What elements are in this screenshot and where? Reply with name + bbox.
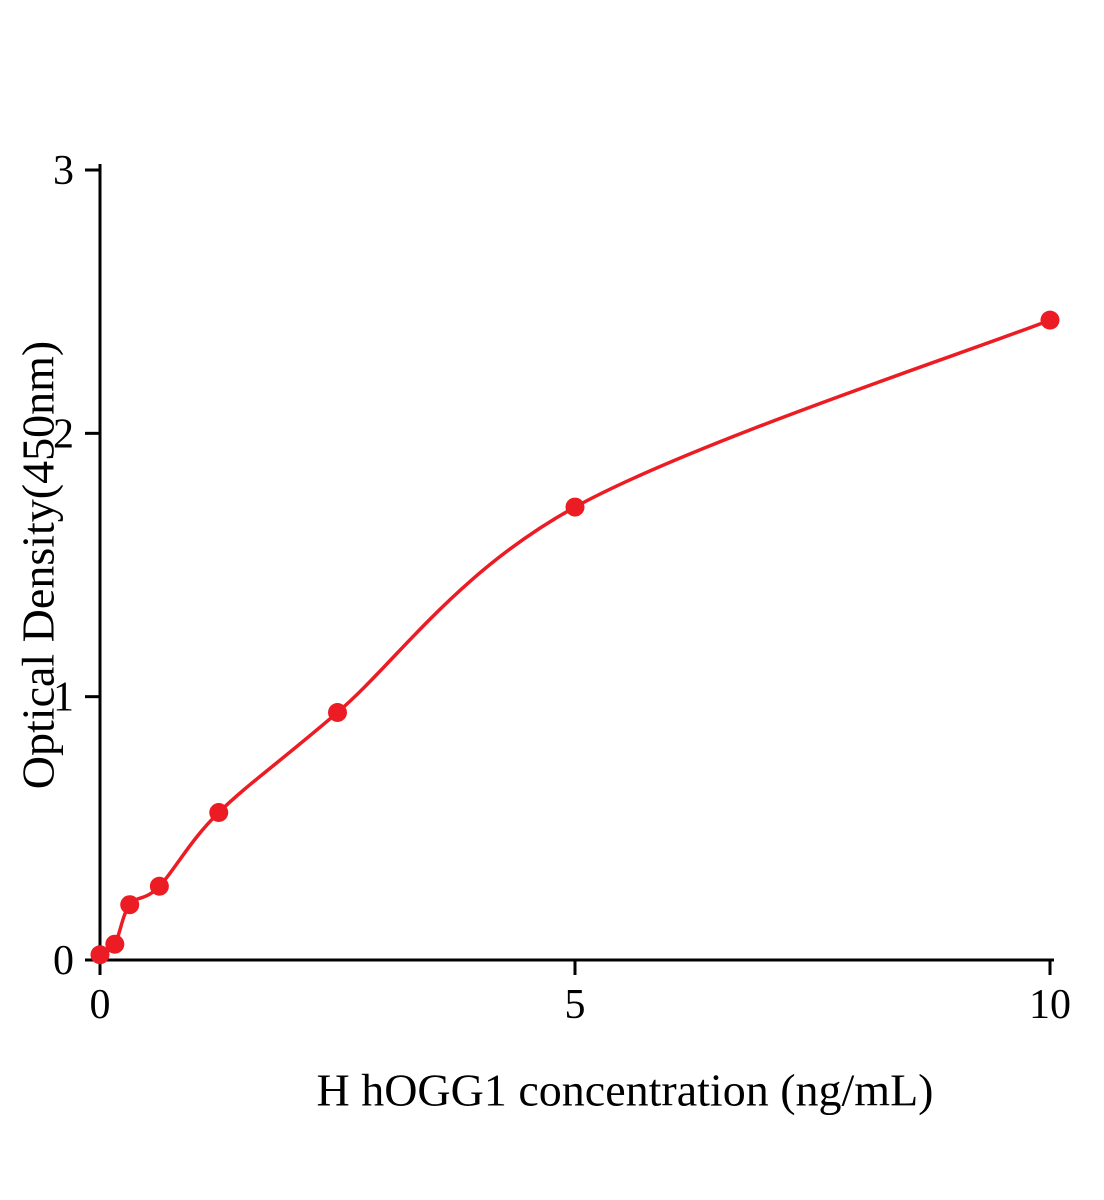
y-axis-title: Optical Density(450nm) [12,340,64,790]
x-tick-label: 10 [1029,982,1071,1028]
data-point [90,945,110,965]
data-point [120,895,140,915]
data-point [328,702,347,722]
x-axis-title: H hOGG1 concentration (ng/mL) [316,1064,934,1116]
y-tick-label: 1 [53,675,74,721]
y-tick-label: 3 [53,148,74,194]
data-point [1040,310,1060,330]
y-tick-label: 2 [53,411,74,457]
x-tick-label: 0 [90,982,111,1028]
data-point [105,934,125,954]
data-point [209,803,229,823]
y-tick-label: 0 [53,938,74,984]
x-tick-label: 5 [565,982,586,1028]
data-point [565,497,585,517]
data-point [149,876,169,896]
fit-curve [98,318,1052,957]
